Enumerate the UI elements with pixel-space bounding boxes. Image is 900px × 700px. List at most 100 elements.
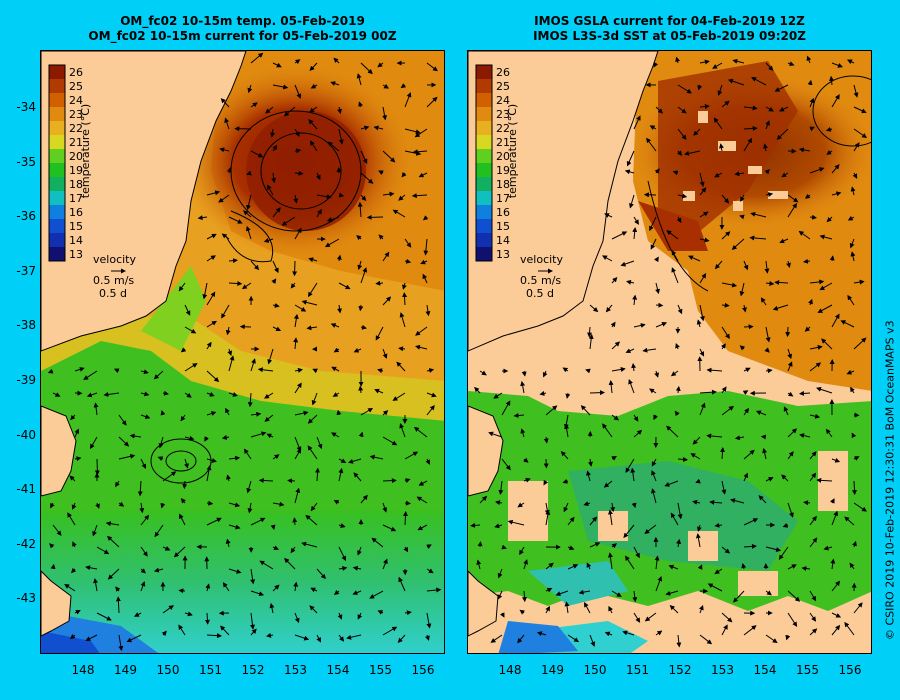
- colorbar-tick: 21: [496, 136, 510, 149]
- velocity-arrow: [623, 524, 635, 539]
- velocity-arrow: [162, 471, 177, 482]
- velocity-arrow: [690, 453, 701, 460]
- velocity-arrow: [137, 480, 143, 497]
- velocity-arrow: [677, 106, 687, 114]
- velocity-arrow: [470, 522, 481, 528]
- velocity-arrow: [677, 304, 683, 315]
- velocity-arrow: [184, 326, 197, 334]
- velocity-arrow: [630, 467, 636, 482]
- velocity-arrow: [739, 282, 745, 297]
- velocity-arrow: [750, 211, 767, 218]
- velocity-arrow: [804, 326, 811, 332]
- velocity-arrow: [799, 433, 811, 439]
- colorbar-swatch: [476, 191, 492, 205]
- velocity-arrow: [162, 390, 169, 396]
- velocity-arrow: [709, 499, 723, 505]
- velocity-arrow: [764, 347, 770, 353]
- velocity-arrow: [246, 480, 252, 494]
- velocity-arrow: [497, 568, 503, 579]
- velocity-arrow: [247, 502, 253, 514]
- velocity-arrow: [178, 624, 186, 636]
- velocity-arrow: [369, 454, 384, 460]
- colorbar-swatch: [476, 233, 492, 247]
- velocity-arrow: [721, 282, 738, 288]
- velocity-arrow: [292, 517, 298, 526]
- velocity-arrow: [382, 348, 388, 359]
- velocity-arrow: [140, 458, 146, 469]
- velocity-arrow: [357, 260, 363, 271]
- velocity-arrow: [651, 458, 657, 467]
- velocity-arrow: [93, 402, 99, 416]
- velocity-arrow: [52, 392, 61, 397]
- velocity-arrow: [294, 148, 302, 154]
- colorbar-tick: 21: [69, 136, 83, 149]
- velocity-arrow: [847, 294, 855, 306]
- velocity-arrow: [426, 62, 438, 72]
- velocity-arrow: [250, 517, 266, 526]
- observation-longitude-label: 148: [498, 663, 522, 677]
- velocity-arrow: [520, 380, 526, 394]
- velocity-arrow: [382, 191, 395, 197]
- velocity-arrow: [699, 402, 706, 416]
- velocity-arrow: [272, 260, 279, 274]
- velocity-arrow: [375, 326, 384, 341]
- velocity-arrow: [423, 238, 429, 256]
- velocity-arrow: [819, 282, 833, 291]
- velocity-arrow: [611, 231, 628, 240]
- velocity-arrow: [801, 566, 811, 572]
- model-longitude-label: 151: [199, 663, 222, 677]
- velocity-arrow: [829, 75, 835, 86]
- velocity-arrow: [290, 546, 296, 554]
- velocity-arrow: [404, 451, 419, 460]
- velocity-arrow: [633, 546, 640, 559]
- velocity-arrow: [831, 164, 840, 174]
- velocity-arrow: [743, 125, 758, 131]
- velocity-arrow: [225, 538, 231, 548]
- velocity-arrow: [853, 279, 865, 285]
- velocity-arrow: [206, 291, 216, 306]
- velocity-arrow: [72, 541, 77, 548]
- velocity-arrow: [831, 313, 840, 328]
- velocity-arrow: [625, 555, 635, 570]
- velocity-arrow: [633, 323, 646, 328]
- velocity-arrow: [206, 411, 217, 416]
- model-map-panel: 26 25 24 23 22 21 20 19 18 17 16 15 14 13 temperature…: [40, 50, 445, 654]
- velocity-arrow: [375, 280, 384, 286]
- velocity-arrow: [588, 333, 594, 350]
- velocity-arrow: [294, 367, 303, 373]
- observation-longitude-label: 151: [626, 663, 649, 677]
- observation-longitude-label: 149: [541, 663, 564, 677]
- colorbar-label: temperature (°C): [79, 104, 92, 198]
- velocity-arrow: [743, 105, 758, 111]
- velocity-arrow: [357, 612, 363, 620]
- velocity-arrow: [699, 211, 709, 218]
- velocity-arrow: [721, 100, 730, 108]
- velocity-arrow: [539, 390, 547, 396]
- velocity-arrow: [607, 552, 613, 570]
- velocity-arrow: [264, 414, 274, 422]
- velocity-arrow: [787, 451, 794, 460]
- velocity-arrow: [714, 568, 723, 575]
- velocity-arrow: [378, 170, 384, 176]
- velocity-arrow: [250, 628, 257, 636]
- velocity-arrow: [85, 634, 98, 641]
- velocity-arrow: [720, 343, 726, 350]
- velocity-arrow: [269, 128, 275, 138]
- velocity-arrow: [316, 208, 322, 218]
- velocity-arrow: [49, 543, 55, 549]
- velocity-arrow: [787, 348, 793, 360]
- velocity-arrow: [399, 423, 406, 438]
- velocity-arrow: [649, 388, 657, 394]
- velocity-arrow: [743, 324, 754, 330]
- velocity-arrow: [316, 436, 323, 450]
- velocity-arrow: [294, 304, 307, 312]
- velocity-arrow: [398, 576, 406, 592]
- velocity-arrow: [382, 251, 390, 262]
- velocity-arrow: [809, 537, 818, 548]
- colorbar-tick: 24: [496, 94, 510, 107]
- velocity-arrow: [206, 465, 212, 482]
- velocity-arrow: [743, 625, 757, 636]
- velocity-arrow: [677, 456, 688, 462]
- velocity-arrow: [589, 304, 599, 313]
- colorbar-tick: 15: [496, 220, 510, 233]
